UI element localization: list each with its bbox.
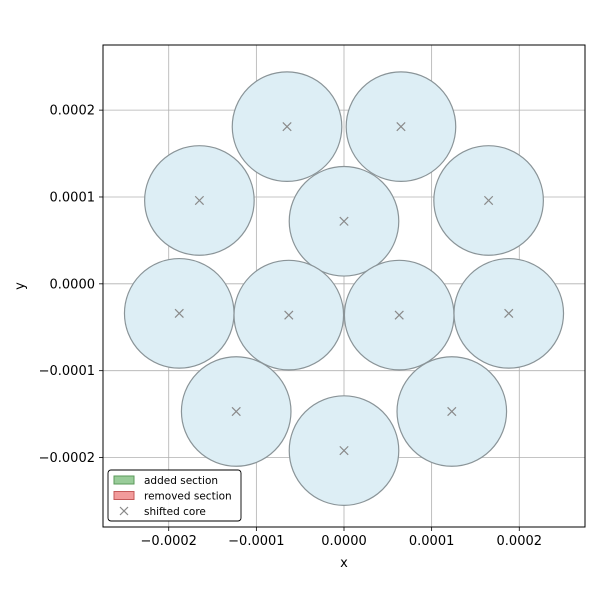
shifted-core-marker — [394, 310, 404, 320]
marker-stroke — [174, 308, 184, 318]
shifted-core-marker — [231, 406, 241, 417]
x-axis-ticks: −0.0002 −0.0001 0.0000 0.0001 0.0002 — [141, 527, 542, 549]
legend-label: added section — [144, 475, 218, 487]
shifted-core-marker — [339, 445, 349, 456]
marker-stroke — [339, 445, 349, 456]
core-circles — [123, 71, 565, 506]
marker-stroke — [447, 406, 457, 417]
legend-box — [107, 469, 242, 522]
marker-stroke — [396, 122, 406, 132]
marker-stroke — [483, 195, 494, 206]
marker-stroke — [119, 506, 129, 516]
shifted-core-marker — [396, 122, 406, 132]
marker-stroke — [504, 308, 514, 318]
legend-swatch — [113, 475, 135, 485]
marker-stroke — [394, 310, 404, 320]
shifted-core-marker — [284, 310, 294, 320]
shifted-core-marker — [447, 406, 457, 417]
x-axis-label: x — [340, 556, 348, 571]
y-axis-label: y — [13, 282, 28, 290]
x-tick-label: 0.0001 — [409, 534, 455, 549]
x-tick-label: 0.0002 — [497, 534, 543, 549]
legend-marker-icon — [119, 506, 129, 516]
x-tick-label: −0.0002 — [141, 534, 197, 549]
shifted-core-marker — [282, 122, 292, 132]
marker-stroke — [231, 406, 241, 417]
legend: added section removed section shifted core — [107, 469, 242, 522]
legend-swatch — [113, 491, 135, 500]
y-tick-label: 0.0002 — [50, 104, 96, 119]
legend-label: shifted core — [144, 506, 206, 518]
shifted-core-marker — [174, 308, 184, 318]
x-tick-label: −0.0001 — [228, 534, 284, 549]
y-tick-label: −0.0002 — [39, 451, 95, 466]
y-tick-label: −0.0001 — [39, 364, 95, 379]
shifted-core-marker — [504, 308, 514, 318]
legend-label: removed section — [144, 491, 232, 503]
x-tick-label: 0.0000 — [321, 534, 367, 549]
core-markers — [174, 122, 514, 456]
shifted-core-marker — [194, 195, 205, 206]
y-tick-label: 0.0001 — [50, 190, 96, 205]
marker-stroke — [284, 310, 294, 320]
marker-stroke — [194, 195, 205, 206]
y-tick-label: 0.0000 — [50, 277, 96, 292]
shifted-core-marker — [483, 195, 494, 206]
y-axis-ticks: 0.0002 0.0001 0.0000 −0.0001 −0.0002 — [39, 104, 103, 466]
shifted-core-marker — [339, 216, 349, 226]
marker-stroke — [339, 216, 349, 226]
marker-stroke — [282, 122, 292, 132]
